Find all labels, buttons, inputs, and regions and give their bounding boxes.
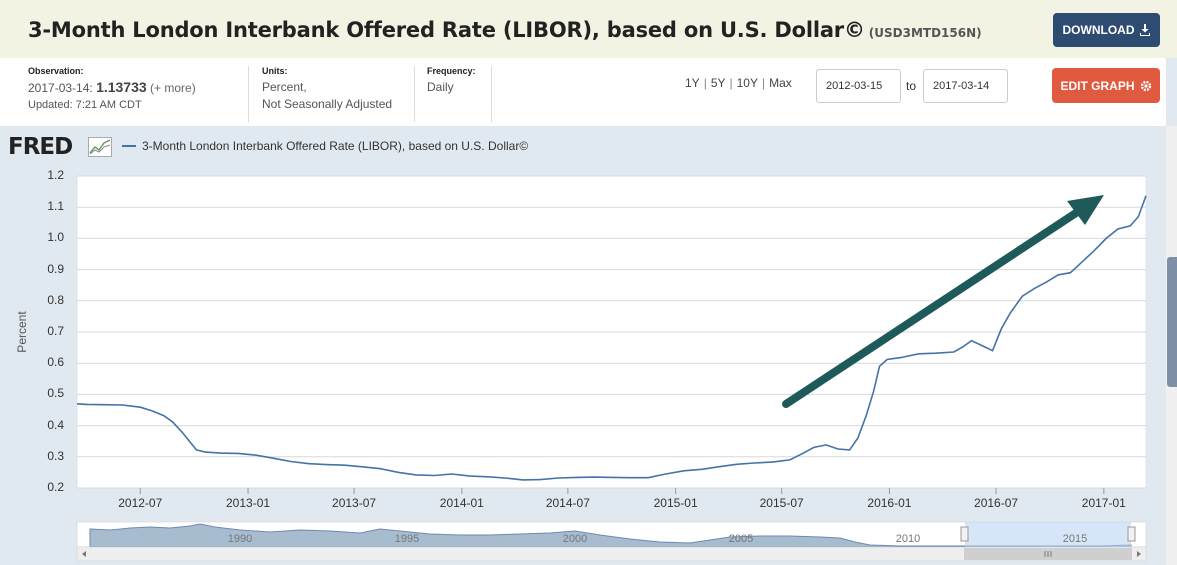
units-label: Units:	[262, 66, 288, 76]
units-value-1: Percent,	[262, 80, 307, 94]
page-title: 3-Month London Interbank Offered Rate (L…	[28, 18, 982, 42]
x-tick-label: 2014-01	[439, 496, 484, 510]
range-10y-button[interactable]: 10Y	[736, 76, 758, 90]
y-tick-label: 0.2	[47, 480, 64, 494]
navigator-year-label: 1990	[227, 533, 253, 545]
divider	[248, 66, 249, 122]
x-tick-label: 2013-01	[226, 496, 271, 510]
fred-chart-icon	[88, 137, 112, 157]
fred-logo: FRED	[8, 134, 73, 160]
y-tick-label: 0.7	[47, 324, 64, 338]
updated-text: Updated: 7:21 AM CDT	[28, 99, 142, 111]
download-label: DOWNLOAD	[1062, 23, 1135, 37]
range-max-button[interactable]: Max	[769, 76, 792, 90]
observation-value: 1.13733	[96, 79, 147, 95]
more-link[interactable]: (+ more)	[150, 81, 196, 95]
navigator-year-label: 2015	[1062, 533, 1088, 545]
edit-graph-label: EDIT GRAPH	[1060, 78, 1135, 93]
gear-icon	[1140, 80, 1151, 91]
range-selector: 1Y | 5Y | 10Y | Max	[685, 76, 792, 90]
x-tick-label: 2016-01	[867, 496, 912, 510]
x-tick-label: 2015-07	[759, 496, 804, 510]
observation-date: 2017-03-14:	[28, 81, 93, 95]
y-tick-label: 0.9	[47, 261, 64, 276]
x-tick-label: 2017-01	[1081, 496, 1126, 510]
scrollbar-grip-icon	[1044, 551, 1052, 557]
frequency-value: Daily	[427, 80, 454, 94]
download-icon	[1139, 24, 1150, 36]
start-date-input[interactable]: 2012-03-15	[816, 69, 901, 103]
y-axis-label: Percent	[15, 311, 29, 353]
info-bar: Observation: 2017-03-14: 1.13733 (+ more…	[0, 58, 1166, 126]
units-value-2: Not Seasonally Adjusted	[262, 97, 393, 111]
scroll-left-icon[interactable]	[82, 551, 86, 557]
navigator-handle-right[interactable]	[1127, 526, 1136, 542]
divider	[491, 66, 492, 122]
range-1y-button[interactable]: 1Y	[685, 76, 700, 90]
grid-lines	[77, 175, 1146, 489]
legend-swatch	[122, 145, 136, 147]
range-navigator[interactable]	[76, 521, 1147, 562]
legend-label: 3-Month London Interbank Offered Rate (L…	[142, 139, 529, 153]
series-id: (USD3MTD156N)	[868, 26, 982, 40]
y-tick-label: 0.4	[47, 417, 64, 432]
frequency-label: Frequency:	[427, 66, 476, 76]
x-tick-label: 2013-07	[332, 496, 377, 510]
y-tick-label: 1.0	[47, 230, 64, 245]
x-tick-label: 2015-01	[653, 496, 698, 510]
y-tick-label: 1.1	[47, 199, 64, 214]
series-line	[76, 195, 1147, 481]
end-date-input[interactable]: 2017-03-14	[923, 69, 1008, 103]
x-tick-label: 2012-07	[118, 496, 163, 510]
y-tick-label: 0.6	[47, 355, 64, 370]
navigator-handle-left[interactable]	[960, 526, 969, 542]
observation-label: Observation:	[28, 66, 84, 76]
navigator-year-label: 2000	[562, 533, 588, 545]
fred-logo-text: FRED	[8, 134, 73, 160]
trend-arrow-shaft	[782, 203, 1089, 408]
trend-arrow	[782, 195, 1104, 408]
frequency-block: Frequency: Daily	[427, 66, 476, 96]
range-5y-button[interactable]: 5Y	[710, 76, 726, 90]
x-tick-marks	[139, 488, 1105, 494]
y-tick-label: 0.3	[47, 448, 64, 463]
y-tick-label: 1.2	[47, 168, 64, 182]
navigator-scrollbar[interactable]	[76, 546, 1147, 562]
x-tick-label: 2014-07	[545, 496, 590, 510]
navigator-selection[interactable]	[965, 522, 1131, 547]
navigator-year-label: 2005	[728, 533, 754, 545]
navigator-year-label: 1995	[394, 533, 420, 545]
navigator-year-label: 2010	[895, 533, 921, 545]
units-block: Units: Percent, Not Seasonally Adjusted	[262, 66, 392, 113]
x-tick-label: 2016-07	[974, 496, 1019, 510]
divider	[414, 66, 415, 122]
y-tick-label: 0.5	[47, 386, 64, 401]
scroll-right-icon[interactable]	[1137, 551, 1141, 557]
observation-block: Observation: 2017-03-14: 1.13733 (+ more…	[28, 66, 196, 114]
side-tab[interactable]	[1167, 257, 1177, 387]
title-bar: 3-Month London Interbank Offered Rate (L…	[0, 0, 1177, 58]
to-label: to	[906, 79, 917, 93]
chart-legend: 3-Month London Interbank Offered Rate (L…	[122, 139, 528, 153]
edit-graph-button[interactable]: EDIT GRAPH	[1052, 68, 1160, 103]
series-title: 3-Month London Interbank Offered Rate (L…	[28, 18, 865, 42]
trend-arrow-head	[1067, 195, 1104, 225]
y-tick-label: 0.8	[47, 292, 64, 307]
download-button[interactable]: DOWNLOAD	[1053, 13, 1160, 47]
